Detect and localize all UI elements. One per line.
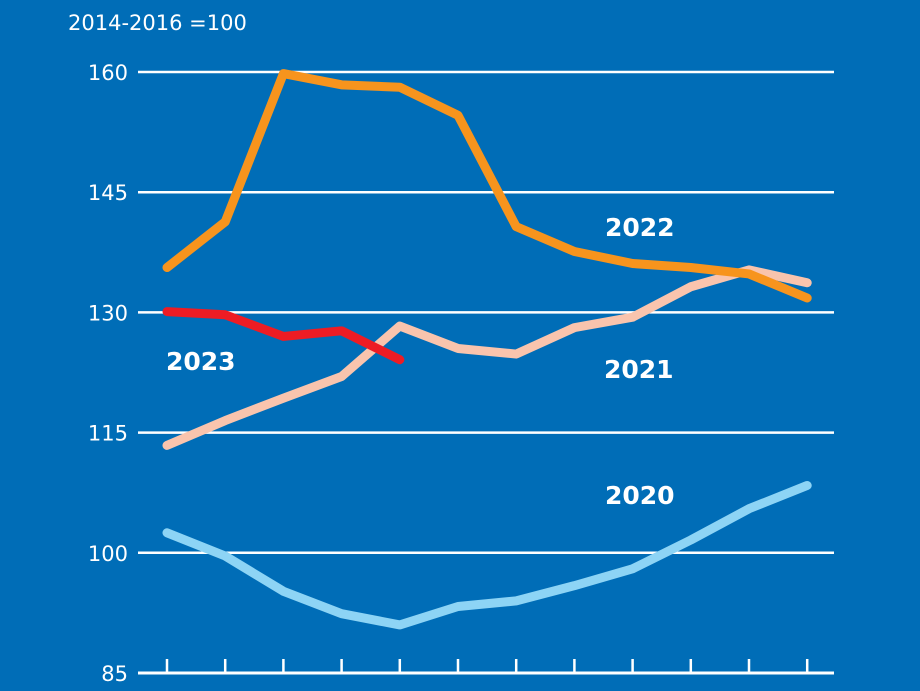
y-tick-label: 85 [101,662,128,686]
y-tick-label: 130 [88,301,128,325]
y-tick-label: 100 [88,542,128,566]
series-line-2021 [162,265,812,450]
series-label-2023: 2023 [166,347,236,376]
y-tick-label: 115 [88,422,128,446]
series-line-2020 [162,480,812,630]
unit-label: 2014-2016 =100 [68,11,247,35]
series-label-2022: 2022 [605,213,675,242]
series-label-2020: 2020 [605,481,675,510]
series-line-2023 [162,307,405,365]
y-tick-label: 160 [88,61,128,85]
series-label-2021: 2021 [604,355,674,384]
series-line-2022 [162,69,812,303]
y-tick-label: 145 [88,181,128,205]
